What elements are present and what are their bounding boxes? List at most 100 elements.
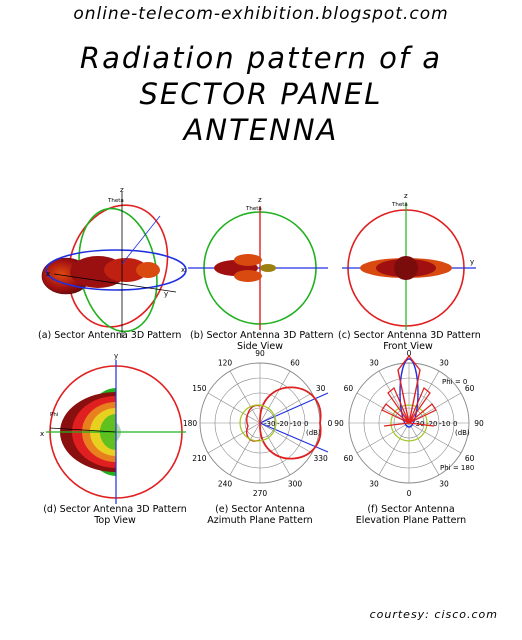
caption-b-line-2: Side View xyxy=(236,341,284,352)
caption-c-line-1: (c) Sector Antenna 3D Pattern xyxy=(338,330,481,341)
f-spoke-7 xyxy=(378,422,410,476)
e-spoke-10 xyxy=(207,392,261,424)
panel-b-theta-label: Theta xyxy=(245,206,262,212)
radiation-pattern-figure: z Theta x y z Theta x z Theta xyxy=(36,186,486,528)
panel-d-lobe-red xyxy=(72,396,116,468)
e-spoke-2 xyxy=(259,392,313,424)
panel-b-z-label: z xyxy=(258,196,262,204)
panel-c-theta-label: Theta xyxy=(391,202,408,208)
f-angle-label-3: 90 xyxy=(474,419,484,428)
panel-a-blue-ring xyxy=(45,249,187,291)
panel-b-upper-lobe xyxy=(234,254,262,266)
e-spoke-4 xyxy=(259,422,313,454)
caption-d-line-2: Top View xyxy=(94,515,136,526)
e-angle-label-9: 180 xyxy=(183,419,198,428)
panel-f-main-lobe xyxy=(397,354,421,424)
caption-f-line-1: (f) Sector Antenna xyxy=(367,504,455,515)
e-angle-label-2: 30 xyxy=(316,384,326,393)
courtesy-credit: courtesy: cisco.com xyxy=(369,608,498,621)
panel-f-phi0-label: Phi = 0 xyxy=(442,378,467,386)
f-angle-label-2: 60 xyxy=(465,384,475,393)
panel-a-3d-pattern: z Theta x y xyxy=(41,186,187,338)
e-angle-label-11: 120 xyxy=(218,358,233,367)
title-line-3: ANTENNA xyxy=(183,113,339,147)
figure-svg: z Theta x y z Theta x z Theta xyxy=(40,186,484,504)
panel-b-lower-lobe xyxy=(234,270,262,282)
panel-f-side-lobes xyxy=(381,387,437,427)
caption-b-line-1: (b) Sector Antenna 3D Pattern xyxy=(190,330,334,341)
panel-d-phi-line xyxy=(49,427,117,433)
f-angle-label-0: 0 xyxy=(407,349,412,358)
e-angle-label-1: 60 xyxy=(290,358,300,367)
e-angle-label-5: 300 xyxy=(288,480,303,489)
e-spoke-1 xyxy=(259,370,291,424)
f-spoke-5 xyxy=(408,422,440,476)
f-ring-label-3: 0 xyxy=(453,420,457,428)
title-line-1: Radiation pattern of a xyxy=(79,41,443,75)
panel-a-z-label: z xyxy=(120,188,124,194)
panel-c-z-label: z xyxy=(404,192,408,200)
panel-a-x-axis xyxy=(53,273,177,293)
e-spoke-11 xyxy=(229,370,261,424)
e-spoke-8 xyxy=(207,422,261,454)
panel-a-lobe-tail xyxy=(136,262,160,278)
caption-b: (b) Sector Antenna 3D Pattern Side View xyxy=(190,330,334,352)
f-ring-label-1: -20 xyxy=(426,420,437,428)
caption-a: (a) Sector Antenna 3D Pattern xyxy=(38,330,181,341)
f-angle-label-7: 30 xyxy=(369,480,379,489)
panel-b-x-label: x xyxy=(181,266,185,274)
caption-e: (e) Sector Antenna Azimuth Plane Pattern xyxy=(200,504,320,526)
e-angle-label-6: 270 xyxy=(253,489,268,498)
panel-a-x-label: x xyxy=(46,270,50,278)
f-angle-label-8: 60 xyxy=(344,454,354,463)
panel-c-front-view: z Theta y xyxy=(342,192,476,330)
panel-a-theta-label: Theta xyxy=(107,198,124,204)
f-spoke-1 xyxy=(408,370,440,424)
panel-d-phi-label: Phi xyxy=(50,412,59,418)
site-url: online-telecom-exhibition.blogspot.com xyxy=(73,4,449,24)
f-angle-label-6: 0 xyxy=(407,489,412,498)
panel-d-lobe-outer xyxy=(60,392,116,472)
caption-a-line-1: (a) Sector Antenna 3D Pattern xyxy=(38,330,182,341)
f-ring-label-4: (dB) xyxy=(455,429,470,437)
panel-d-y-label: y xyxy=(114,352,118,360)
e-angle-label-10: 150 xyxy=(192,384,207,393)
caption-f: (f) Sector Antenna Elevation Plane Patte… xyxy=(346,504,476,526)
caption-d: (d) Sector Antenna 3D Pattern Top View xyxy=(40,504,190,526)
e-angle-label-0: 90 xyxy=(255,349,265,358)
e-ring-label-2: -10 xyxy=(290,420,301,428)
panel-b-side-view: z Theta x xyxy=(181,196,328,330)
panel-c-core-lobe xyxy=(394,256,418,280)
e-ring-label-4: (dB) xyxy=(306,429,321,437)
panel-e-green-ring xyxy=(239,404,277,442)
caption-e-line-2: Azimuth Plane Pattern xyxy=(207,515,313,526)
f-spoke-4 xyxy=(408,422,462,454)
title-line-2: SECTOR PANEL xyxy=(139,77,383,111)
panel-b-back-lobe xyxy=(260,264,276,272)
f-angle-label-5: 30 xyxy=(439,480,449,489)
f-angle-label-11: 30 xyxy=(369,358,379,367)
e-angle-label-4: 330 xyxy=(313,454,328,463)
f-angle-label-9: 90 xyxy=(334,419,344,428)
panel-f-green-ring xyxy=(390,404,428,442)
f-spoke-8 xyxy=(356,422,410,454)
f-ring-label-2: -10 xyxy=(439,420,450,428)
f-angle-label-4: 60 xyxy=(465,454,475,463)
f-angle-label-1: 30 xyxy=(439,358,449,367)
caption-f-line-2: Elevation Plane Pattern xyxy=(355,515,467,526)
caption-c: (c) Sector Antenna 3D Pattern Front View xyxy=(338,330,481,352)
panel-d-x-label: x xyxy=(40,430,44,438)
panel-f-blue-lobe xyxy=(399,358,419,428)
panel-a-y-label: y xyxy=(164,290,168,298)
e-spoke-5 xyxy=(259,422,291,476)
e-angle-label-8: 210 xyxy=(192,454,207,463)
panel-d-lobe-orange xyxy=(82,402,116,462)
panel-f-phi180-label: Phi = 180 xyxy=(440,464,474,472)
e-ring-label-0: -30 xyxy=(264,420,275,428)
caption-e-line-1: (e) Sector Antenna xyxy=(215,504,305,515)
page-title: Radiation pattern of a SECTOR PANEL ANTE… xyxy=(0,40,522,148)
